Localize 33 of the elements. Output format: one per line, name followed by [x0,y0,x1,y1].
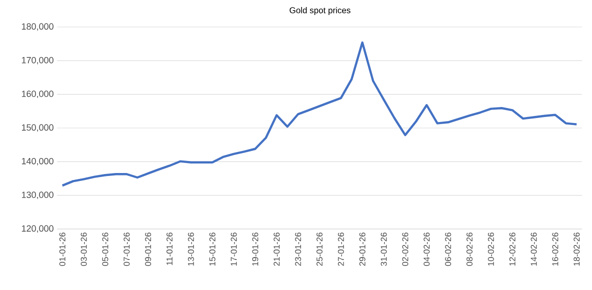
x-tick-label: 21-01-26 [274,232,280,266]
y-tick-label: 140,000 [22,158,54,166]
x-tick-label: 19-01-26 [252,232,258,266]
x-tick-label: 27-01-26 [338,232,344,266]
x-tick-label: 16-02-26 [552,232,558,266]
x-tick-label: 31-01-26 [380,232,387,266]
x-tick-label: 15-01-26 [209,232,216,266]
x-tick-label: 07-01-26 [124,232,130,266]
x-tick-label: 06-02-26 [445,232,452,266]
x-tick-label: 14-02-26 [530,232,537,266]
x-tick-label: 23-01-26 [295,232,302,266]
y-tick-label: 170,000 [22,56,54,64]
x-tick-label: 09-01-26 [145,232,152,266]
x-tick-label: 18-02-26 [574,232,580,266]
y-tick-label: 180,000 [22,23,54,31]
y-tick-label: 150,000 [22,124,54,132]
x-tick-label: 04-02-26 [424,232,430,266]
x-tick-label: 08-02-26 [466,232,473,266]
x-tick-label: 29-01-26 [359,232,366,266]
x-tick-label: 17-01-26 [230,232,237,266]
x-tick-label: 03-01-26 [80,232,87,266]
x-tick-label: 11-01-26 [166,232,173,265]
x-tick-label: 25-01-26 [316,232,323,266]
x-tick-label: 01-01-26 [59,232,66,266]
y-tick-label: 120,000 [22,225,54,233]
x-tick-label: 05-01-26 [102,232,108,266]
x-tick-label: 13-01-26 [188,232,194,266]
x-tick-label: 02-02-26 [402,232,408,266]
y-tick-label: 160,000 [22,90,54,98]
x-tick-label: 10-02-26 [488,232,494,266]
chart-title: Gold spot prices [290,7,350,15]
y-tick-label: 130,000 [22,192,54,200]
x-tick-label: 12-02-26 [509,232,516,266]
